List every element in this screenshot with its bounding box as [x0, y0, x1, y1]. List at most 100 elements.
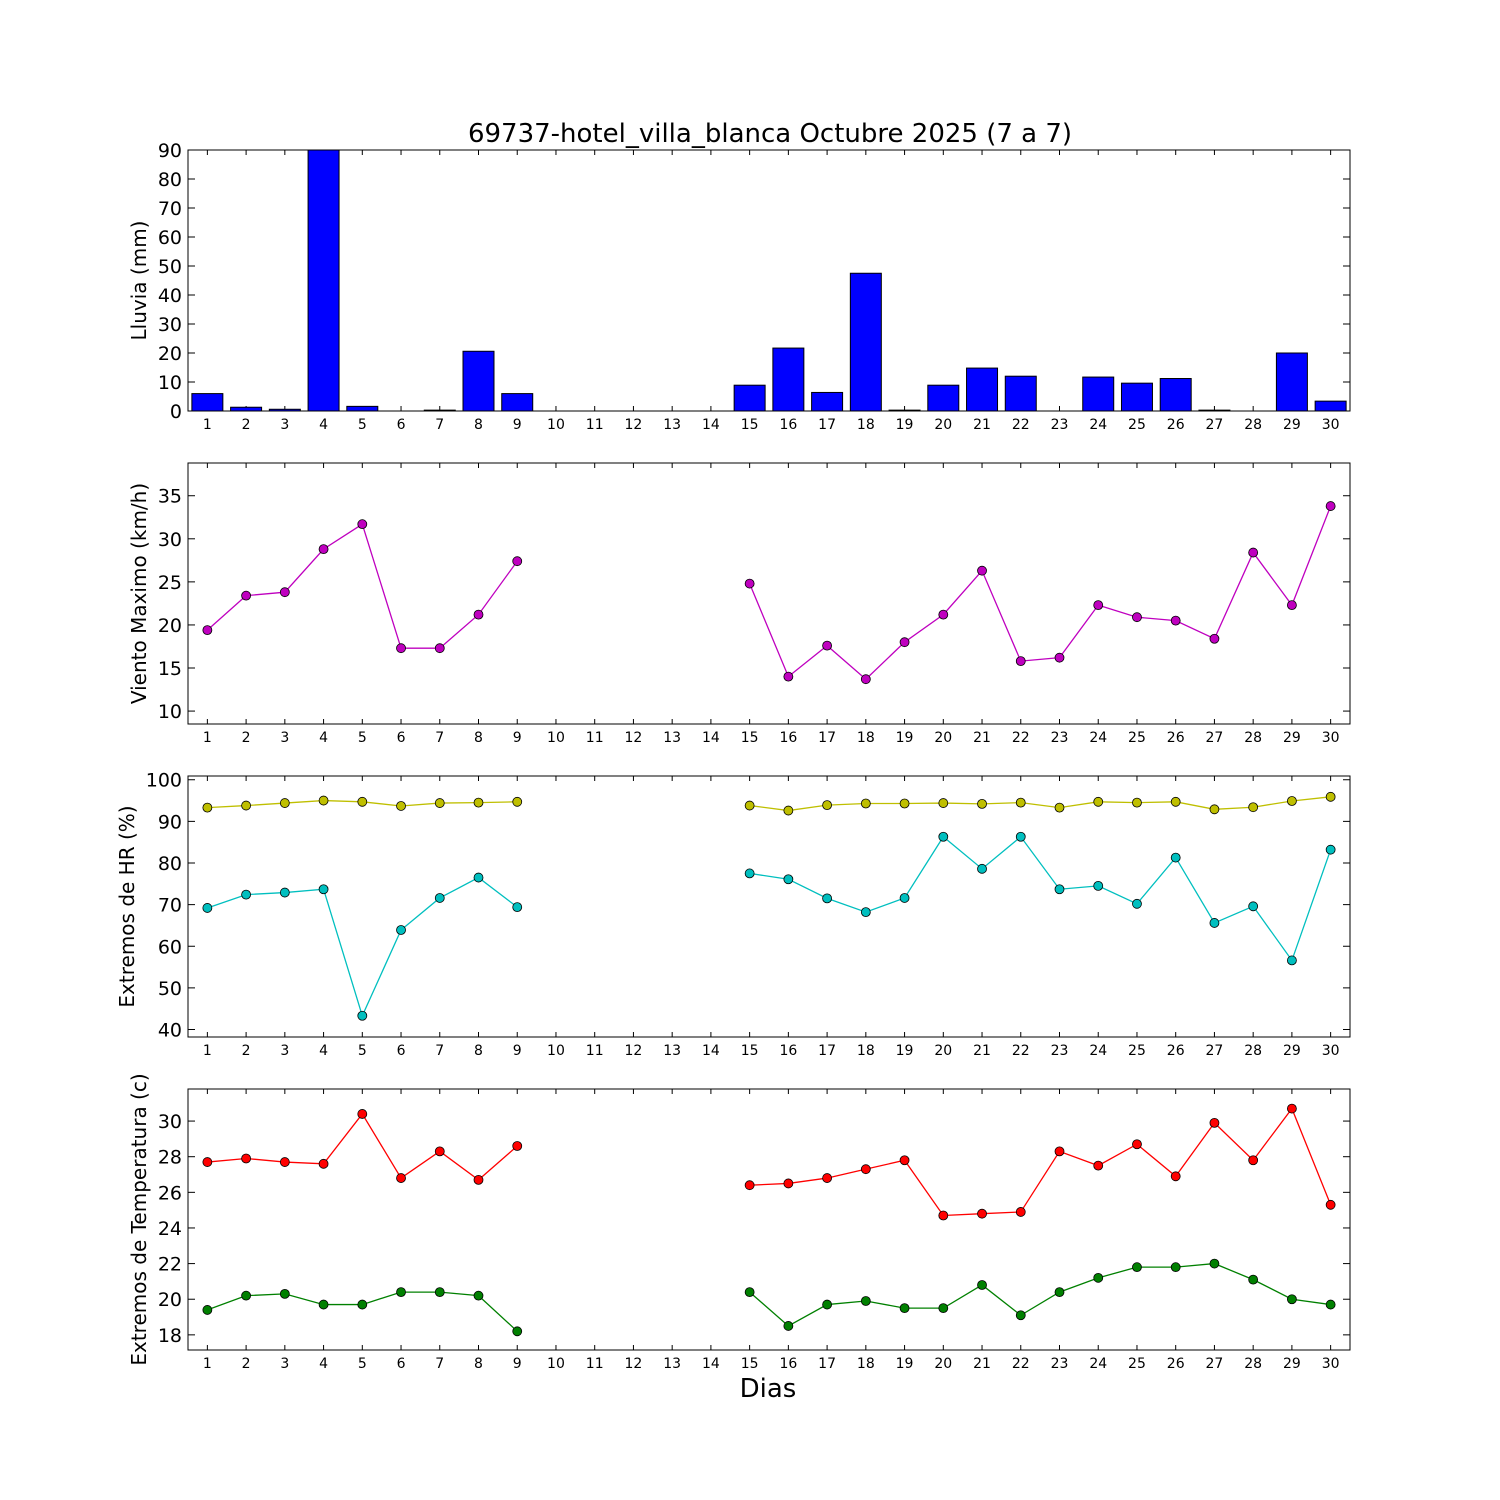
data-point [1015, 797, 1026, 808]
y-axis-label: Lluvia (mm) [127, 221, 151, 341]
x-tick-label: 25 [1128, 1356, 1146, 1372]
data-point [977, 565, 987, 576]
data-point [1054, 1287, 1065, 1297]
x-tick-label: 18 [857, 1043, 875, 1059]
x-tick-label: 24 [1089, 417, 1107, 433]
data-point [1248, 901, 1259, 912]
data-point [357, 1109, 368, 1119]
x-tick-label: 25 [1128, 1043, 1146, 1059]
x-tick-label: 23 [1051, 730, 1069, 746]
data-point [241, 590, 252, 601]
x-tick-label: 27 [1206, 417, 1224, 433]
data-point [860, 674, 871, 685]
x-tick-label: 5 [358, 1043, 367, 1059]
y-tick-label: 0 [170, 401, 182, 423]
data-point [1209, 1117, 1220, 1128]
data-point [783, 671, 794, 682]
x-tick-label: 6 [397, 1043, 406, 1059]
y-tick-label: 50 [158, 256, 182, 278]
y-tick-label: 50 [158, 978, 182, 1000]
data-point [512, 1326, 523, 1337]
data-point [1132, 1262, 1142, 1273]
x-tick-label: 11 [586, 417, 604, 433]
y-tick-label: 26 [158, 1182, 182, 1204]
data-point [938, 609, 949, 620]
data-point [1132, 612, 1142, 623]
x-tick-label: 19 [896, 1043, 914, 1059]
data-point [473, 609, 484, 620]
data-point [899, 798, 910, 809]
series-line [749, 1107, 1332, 1217]
x-tick-label: 27 [1206, 1043, 1224, 1059]
data-point [744, 800, 755, 811]
bar [1198, 409, 1231, 412]
data-point [279, 887, 290, 898]
data-point [1170, 615, 1181, 626]
data-point [977, 798, 987, 809]
x-tick-label: 5 [358, 1356, 367, 1372]
data-point [357, 796, 368, 807]
data-point [473, 1174, 484, 1185]
data-point [279, 587, 290, 598]
data-point [357, 519, 368, 530]
data-point [1170, 1171, 1181, 1182]
data-point [938, 831, 949, 842]
data-point [822, 893, 832, 904]
data-point [241, 1290, 252, 1301]
x-tick-label: 14 [702, 1356, 720, 1372]
x-tick-label: 29 [1283, 1043, 1301, 1059]
y-tick-label: 18 [158, 1325, 182, 1347]
x-tick-label: 10 [547, 417, 565, 433]
data-point [202, 625, 213, 636]
data-point [396, 925, 406, 935]
data-point [1209, 633, 1220, 644]
bar [927, 384, 960, 412]
x-tick-label: 3 [280, 730, 289, 746]
data-point [1093, 880, 1104, 891]
data-point [1248, 1274, 1259, 1285]
y-tick-label: 25 [158, 572, 182, 594]
data-point [279, 1288, 290, 1299]
bar [1120, 382, 1153, 412]
y-tick-label: 24 [158, 1218, 182, 1240]
data-point [512, 902, 523, 913]
x-tick-label: 11 [586, 730, 604, 746]
x-tick-label: 5 [358, 417, 367, 433]
data-point [1287, 600, 1297, 611]
x-tick-label: 6 [397, 417, 406, 433]
y-tick-label: 20 [158, 1289, 182, 1311]
x-tick-label: 24 [1089, 1043, 1107, 1059]
data-point [241, 800, 252, 811]
bar [191, 393, 224, 412]
y-tick-label: 10 [158, 372, 182, 394]
x-tick-label: 24 [1089, 1356, 1107, 1372]
x-tick-label: 2 [242, 1043, 251, 1059]
x-tick-label: 9 [513, 417, 522, 433]
y-tick-label: 60 [158, 227, 182, 249]
plot-frame [187, 149, 1351, 412]
x-tick-label: 21 [973, 1043, 991, 1059]
data-point [860, 798, 871, 809]
x-tick-label: 9 [513, 1356, 522, 1372]
data-point [241, 889, 252, 900]
series-line [749, 835, 1332, 962]
data-point [357, 1299, 368, 1310]
data-point [822, 1299, 832, 1310]
data-point [1170, 1262, 1181, 1273]
x-tick-label: 13 [663, 730, 681, 746]
x-tick-label: 10 [547, 1043, 565, 1059]
x-tick-label: 16 [779, 1043, 797, 1059]
data-point [783, 1321, 794, 1331]
x-tick-label: 18 [857, 730, 875, 746]
x-tick-label: 30 [1322, 730, 1340, 746]
y-tick-label: 10 [158, 701, 182, 723]
x-tick-label: 23 [1051, 1043, 1069, 1059]
plot-frame [187, 1088, 1351, 1351]
x-tick-label: 20 [934, 417, 952, 433]
x-tick-label: 6 [397, 730, 406, 746]
data-point [1325, 501, 1336, 511]
data-point [1287, 1294, 1297, 1305]
x-tick-label: 14 [702, 417, 720, 433]
x-tick-label: 3 [280, 1043, 289, 1059]
